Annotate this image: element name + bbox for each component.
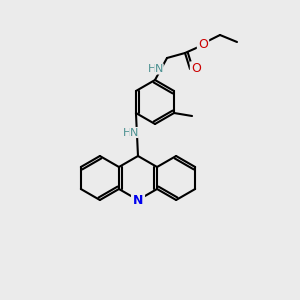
Text: N: N — [155, 64, 163, 74]
Text: O: O — [198, 38, 208, 50]
Text: O: O — [191, 62, 201, 76]
Text: N: N — [133, 194, 143, 206]
Text: H: H — [123, 128, 131, 137]
Text: H: H — [148, 64, 156, 74]
Text: N: N — [130, 128, 138, 137]
